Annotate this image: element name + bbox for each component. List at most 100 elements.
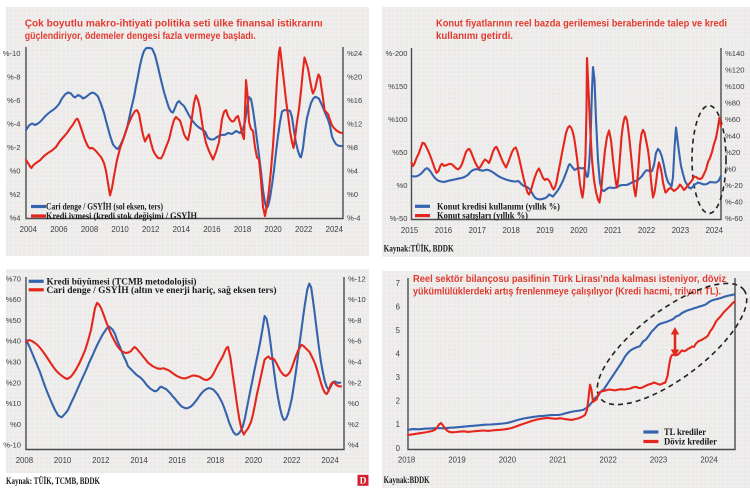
svg-text:D: D	[360, 477, 367, 487]
svg-text:%0: %0	[397, 181, 408, 190]
svg-text:%-2: %-2	[7, 143, 21, 152]
svg-text:%16: %16	[347, 96, 362, 105]
svg-text:2024: 2024	[700, 456, 718, 465]
svg-text:2023: 2023	[650, 456, 667, 465]
svg-text:Kredi ivmesi (kredi stok değiş: Kredi ivmesi (kredi stok değişimi / GSYİ…	[46, 211, 197, 221]
svg-text:2012: 2012	[92, 456, 109, 465]
svg-text:2018: 2018	[502, 226, 519, 235]
svg-text:6: 6	[396, 302, 400, 311]
svg-text:Konut kredisi kullanımı (yıllı: Konut kredisi kullanımı (yıllık %)	[437, 201, 560, 211]
svg-text:2019: 2019	[536, 226, 553, 235]
svg-text:%120: %120	[725, 65, 744, 74]
svg-text:Cari denge / GSYİH (sol eksen,: Cari denge / GSYİH (sol eksen, ters)	[46, 202, 163, 212]
svg-text:%-10: %-10	[348, 295, 366, 304]
svg-text:kullanımı getirdi.: kullanımı getirdi.	[436, 30, 513, 42]
svg-text:3: 3	[396, 373, 400, 382]
svg-text:%4: %4	[347, 166, 358, 175]
svg-text:%60: %60	[6, 295, 21, 304]
svg-text:güçlendiriyor, ödemeler denges: güçlendiriyor, ödemeler dengesi fazla ve…	[25, 30, 256, 42]
svg-text:%40: %40	[6, 337, 21, 346]
svg-text:2017: 2017	[469, 226, 486, 235]
svg-text:%-4: %-4	[347, 213, 361, 222]
svg-text:%-4: %-4	[7, 119, 21, 128]
svg-text:%80: %80	[725, 98, 740, 107]
svg-text:Cari denge / GSYİH (altın ve e: Cari denge / GSYİH (altın ve enerji hari…	[47, 285, 277, 295]
svg-text:%0: %0	[348, 399, 359, 408]
svg-text:2020: 2020	[499, 456, 517, 465]
svg-text:2022: 2022	[638, 226, 655, 235]
svg-text:yükümlülüklerdeki artış frenle: yükümlülüklerdeki artış frenlenmeye çalı…	[413, 286, 721, 298]
svg-text:2020: 2020	[264, 225, 282, 234]
svg-text:2008: 2008	[16, 456, 33, 465]
svg-text:%60: %60	[725, 115, 740, 124]
svg-text:%-50: %-50	[390, 214, 408, 223]
svg-text:2019: 2019	[448, 456, 465, 465]
svg-text:5: 5	[396, 326, 401, 335]
svg-text:2024: 2024	[326, 225, 344, 234]
svg-text:%12: %12	[347, 119, 362, 128]
svg-text:2024: 2024	[321, 456, 339, 465]
svg-text:2023: 2023	[672, 226, 689, 235]
svg-text:%-8: %-8	[348, 316, 362, 325]
svg-text:2016: 2016	[169, 456, 186, 465]
svg-text:%0: %0	[725, 164, 736, 173]
svg-text:Döviz krediler: Döviz krediler	[664, 437, 717, 447]
svg-text:%100: %100	[725, 82, 744, 91]
svg-text:2: 2	[396, 397, 400, 406]
svg-text:%4: %4	[348, 441, 359, 450]
svg-text:%2: %2	[10, 190, 21, 199]
svg-text:1: 1	[396, 420, 400, 429]
svg-text:2010: 2010	[54, 456, 72, 465]
svg-text:%50: %50	[6, 316, 21, 325]
svg-text:%4: %4	[10, 213, 21, 222]
svg-text:2012: 2012	[142, 225, 159, 234]
svg-text:2018: 2018	[207, 456, 224, 465]
svg-text:2014: 2014	[130, 456, 148, 465]
svg-text:2008: 2008	[81, 225, 98, 234]
svg-text:Kaynak:BDDK: Kaynak:BDDK	[384, 476, 430, 486]
svg-text:%140: %140	[725, 49, 744, 58]
svg-text:2021: 2021	[549, 456, 566, 465]
svg-text:2020: 2020	[245, 456, 263, 465]
svg-text:2004: 2004	[20, 225, 38, 234]
svg-text:%30: %30	[6, 358, 21, 367]
svg-text:Konut fiyatlarının reel bazda: Konut fiyatlarının reel bazda gerilemesi…	[436, 18, 727, 30]
svg-text:Çok boyutlu makro-ihtiyati pol: Çok boyutlu makro-ihtiyati politika seti…	[25, 18, 323, 30]
svg-text:2020: 2020	[570, 226, 588, 235]
svg-text:2022: 2022	[295, 225, 312, 234]
svg-text:%-6: %-6	[7, 96, 21, 105]
svg-text:%-20: %-20	[725, 181, 743, 190]
svg-text:%10: %10	[6, 399, 21, 408]
svg-text:2016: 2016	[435, 226, 452, 235]
svg-text:%-8: %-8	[7, 72, 21, 81]
svg-text:0: 0	[396, 444, 401, 453]
svg-text:Konut satışları (yıllık %): Konut satışları (yıllık %)	[437, 211, 528, 221]
svg-text:%8: %8	[347, 143, 358, 152]
svg-text:%40: %40	[725, 131, 740, 140]
svg-text:Kredi büyümesi (TCMB metodoloj: Kredi büyümesi (TCMB metodolojisi)	[47, 276, 197, 286]
svg-text:%24: %24	[347, 49, 362, 58]
svg-text:%-10: %-10	[3, 49, 21, 58]
svg-text:%-200: %-200	[386, 49, 408, 58]
svg-text:%-12: %-12	[348, 274, 366, 283]
svg-text:%0: %0	[10, 420, 21, 429]
svg-text:%-60: %-60	[725, 214, 743, 223]
svg-text:%0: %0	[10, 166, 21, 175]
svg-text:%-40: %-40	[725, 197, 743, 206]
svg-text:%100: %100	[388, 115, 407, 124]
svg-text:Kaynak: TÜİK, TCMB, BDDK: Kaynak: TÜİK, TCMB, BDDK	[6, 474, 100, 487]
svg-text:2022: 2022	[600, 456, 617, 465]
svg-text:2024: 2024	[706, 226, 724, 235]
svg-text:2015: 2015	[401, 226, 419, 235]
svg-text:%20: %20	[347, 72, 362, 81]
svg-text:%-4: %-4	[348, 358, 362, 367]
svg-text:%20: %20	[6, 378, 21, 387]
svg-text:%-6: %-6	[348, 337, 362, 346]
svg-text:2006: 2006	[50, 225, 67, 234]
svg-text:2021: 2021	[604, 226, 621, 235]
svg-text:2018: 2018	[398, 456, 415, 465]
svg-text:%150: %150	[388, 82, 407, 91]
svg-text:%50: %50	[392, 148, 407, 157]
svg-text:%2: %2	[348, 420, 359, 429]
svg-text:%0: %0	[347, 190, 358, 199]
